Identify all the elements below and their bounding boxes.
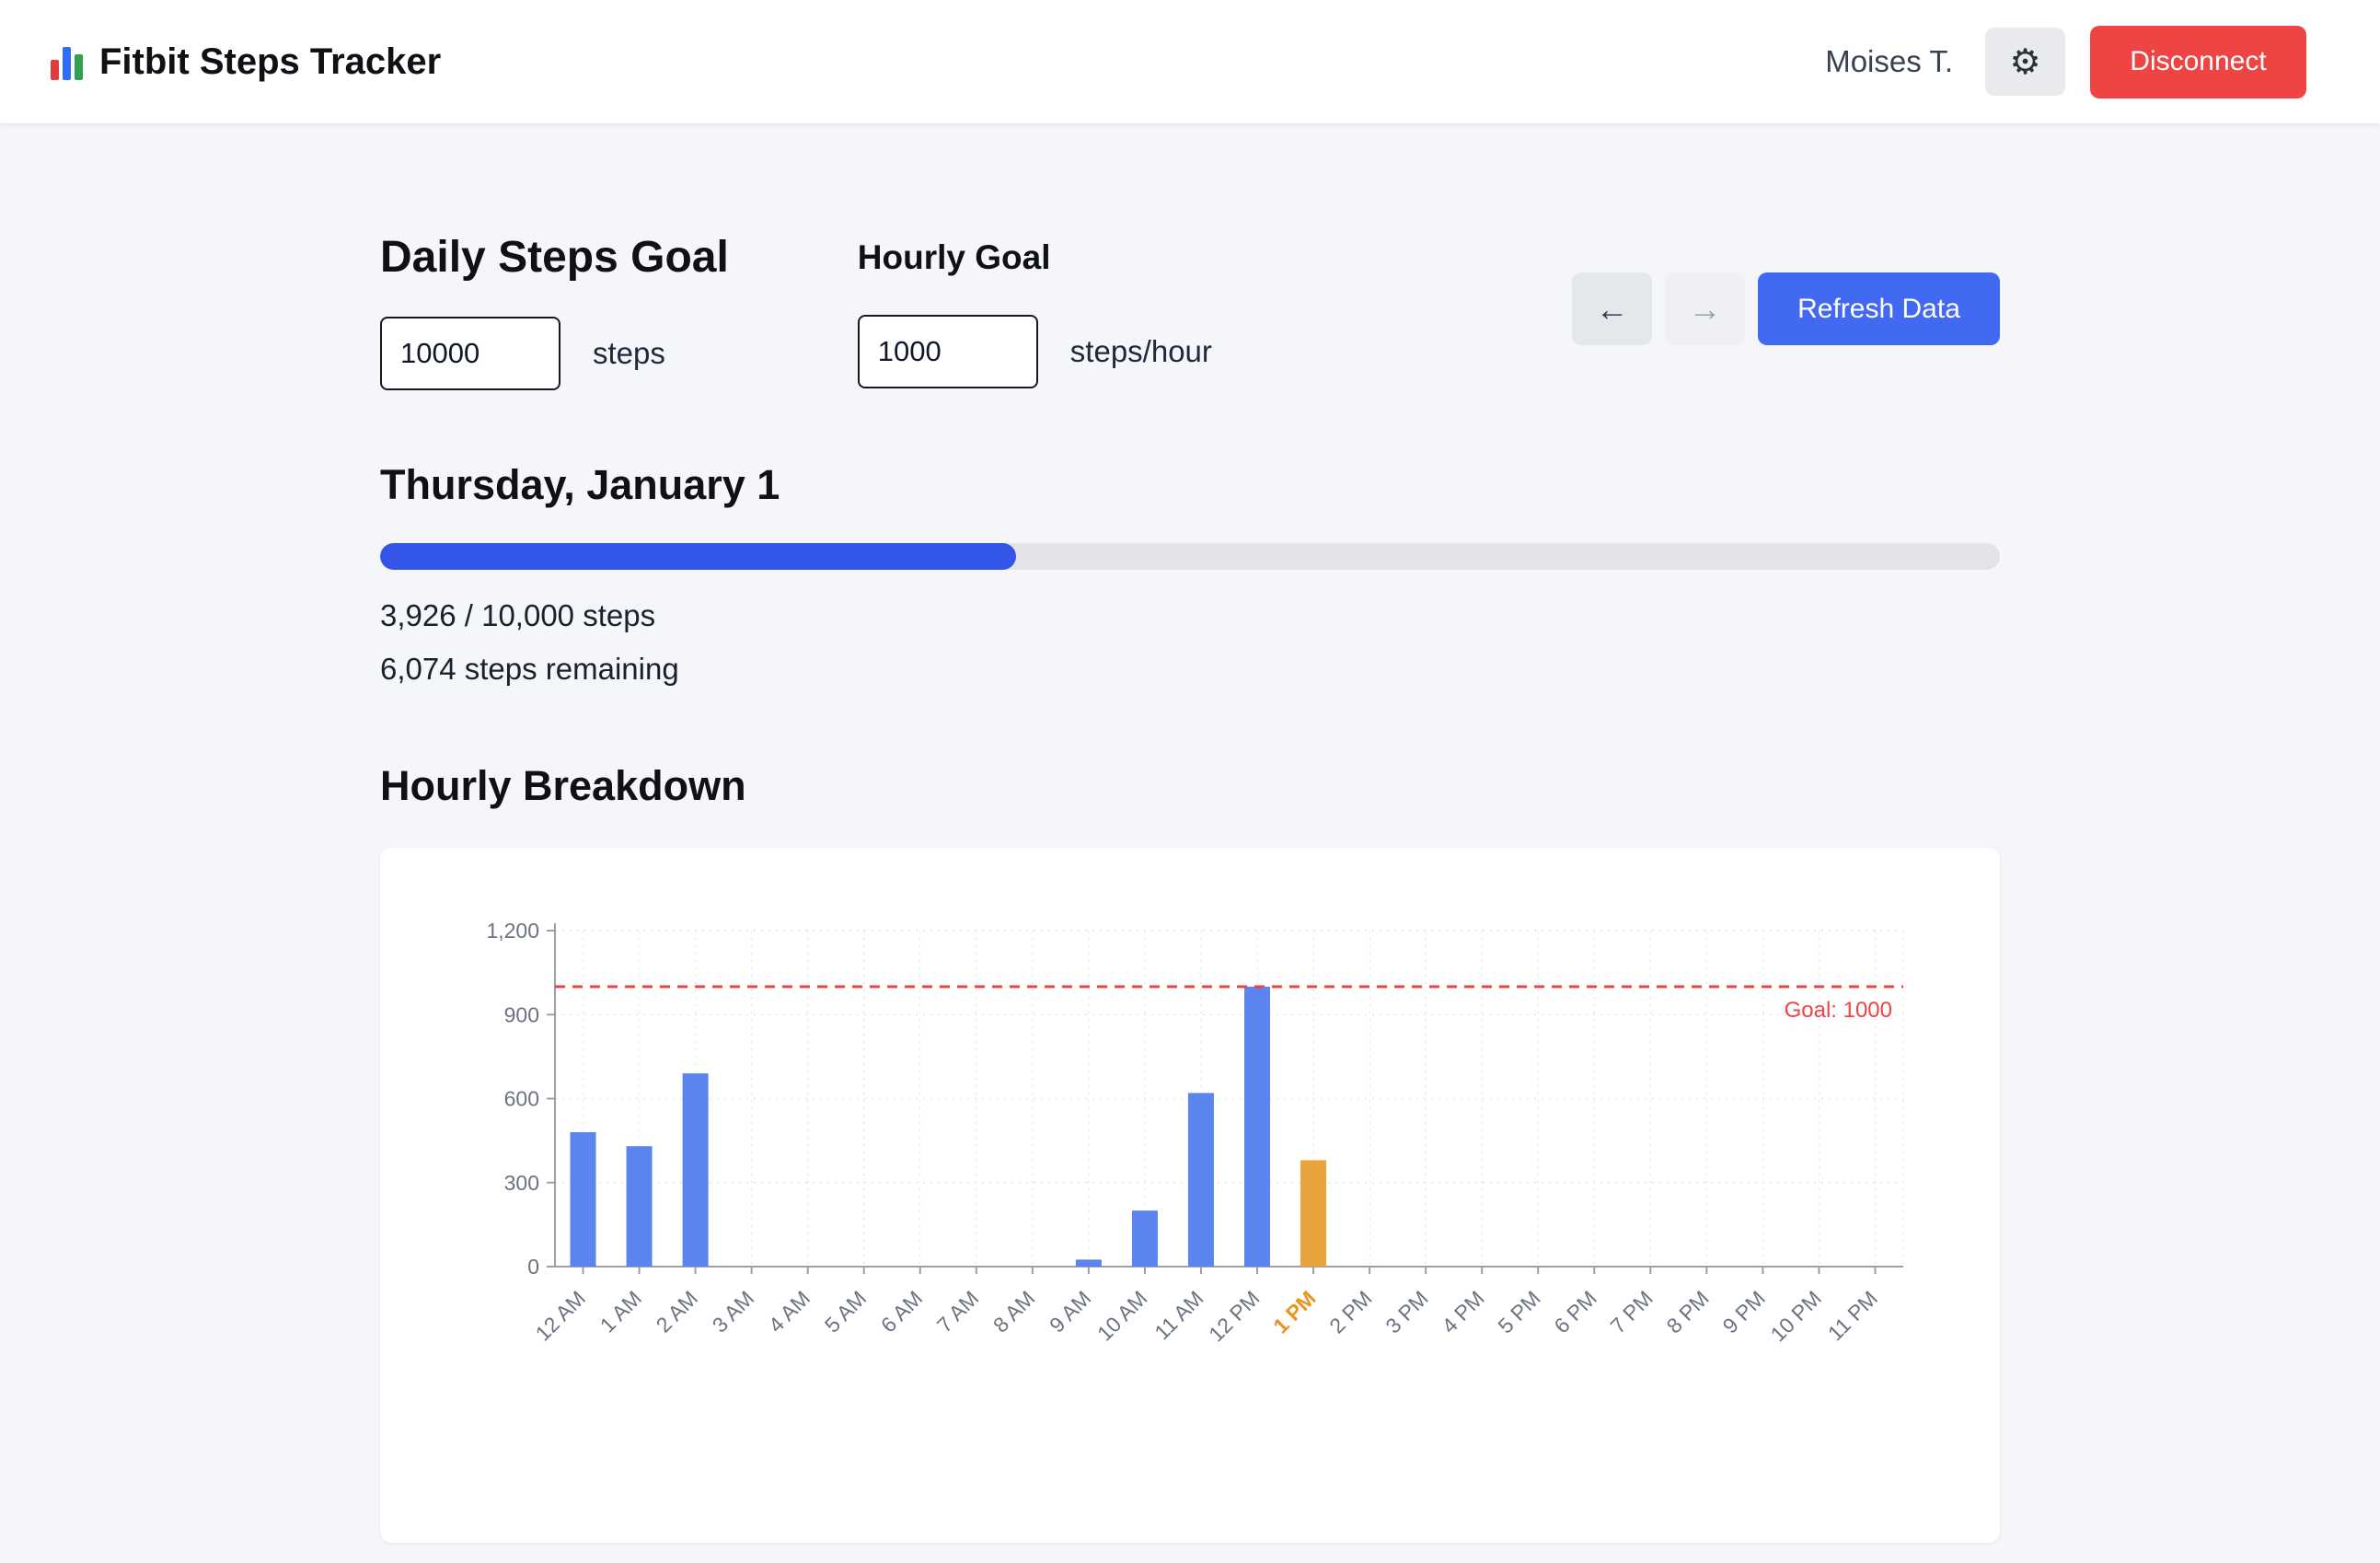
svg-text:4 AM: 4 AM	[764, 1286, 815, 1337]
navbar-right: Moises T. ⚙ Disconnect	[1825, 25, 2306, 98]
svg-text:9 PM: 9 PM	[1718, 1286, 1770, 1337]
hourly-steps-chart: 0 300 600 900 1,200 12 AM 1 AM 2 AM 3 AM 4 AM 5 AM…	[486, 919, 1904, 1347]
refresh-data-button[interactable]: Refresh Data	[1758, 272, 2000, 345]
chart-card: 0 300 600 900 1,200 12 AM 1 AM 2 AM 3 AM 4 AM 5 AM…	[380, 848, 2000, 1543]
navbar: Fitbit Steps Tracker Moises T. ⚙ Disconn…	[0, 0, 2380, 123]
daily-goal-unit: steps	[593, 336, 665, 370]
svg-text:1,200: 1,200	[486, 919, 539, 943]
svg-text:3 AM: 3 AM	[708, 1286, 758, 1337]
svg-text:300: 300	[504, 1171, 539, 1195]
svg-text:11 AM: 11 AM	[1150, 1286, 1207, 1344]
daily-goal-input[interactable]	[380, 317, 560, 390]
svg-text:3 PM: 3 PM	[1381, 1286, 1432, 1337]
remaining-text: 6,074 steps remaining	[380, 652, 679, 686]
daily-goal-group: Daily Steps Goal steps	[380, 232, 729, 390]
app-title: Fitbit Steps Tracker	[99, 41, 442, 82]
svg-text:11 PM: 11 PM	[1823, 1286, 1882, 1345]
daily-goal-heading: Daily Steps Goal	[380, 233, 729, 282]
main-content: Daily Steps Goal steps Hourly Goal steps…	[380, 123, 2000, 1543]
svg-text:Goal: 1000: Goal: 1000	[1785, 998, 1892, 1023]
disconnect-button[interactable]: Disconnect	[2090, 25, 2306, 98]
daily-progress-fill	[380, 543, 1016, 570]
progress-text: 3,926 / 10,000 steps	[380, 598, 656, 632]
svg-text:8 AM: 8 AM	[988, 1286, 1039, 1337]
gear-icon: ⚙	[2009, 42, 2041, 82]
svg-text:7 PM: 7 PM	[1606, 1286, 1658, 1337]
next-day-button[interactable]: →	[1665, 272, 1745, 345]
svg-text:600: 600	[504, 1087, 539, 1111]
hourly-goal-input[interactable]	[857, 315, 1038, 388]
svg-text:10 PM: 10 PM	[1766, 1286, 1826, 1346]
hourly-goal-heading: Hourly Goal	[857, 238, 1051, 276]
svg-text:7 AM: 7 AM	[932, 1286, 983, 1337]
hourly-goal-group: Hourly Goal steps/hour	[857, 232, 1212, 388]
daily-progress-bar	[380, 543, 2000, 570]
hourly-breakdown-title: Hourly Breakdown	[380, 762, 746, 809]
svg-text:8 PM: 8 PM	[1662, 1286, 1714, 1337]
svg-text:5 AM: 5 AM	[820, 1286, 871, 1337]
user-name: Moises T.	[1825, 44, 1953, 78]
day-navigation: ← → Refresh Data	[1572, 272, 2000, 345]
bar-chart-logo-icon	[51, 43, 83, 80]
svg-text:10 AM: 10 AM	[1092, 1286, 1152, 1346]
settings-button[interactable]: ⚙	[1985, 28, 2065, 96]
svg-text:2 AM: 2 AM	[652, 1286, 702, 1337]
goal-controls: Daily Steps Goal steps Hourly Goal steps…	[380, 232, 2000, 390]
svg-text:6 PM: 6 PM	[1549, 1286, 1600, 1337]
hourly-goal-unit: steps/hour	[1069, 334, 1212, 368]
previous-day-button[interactable]: ←	[1572, 272, 1652, 345]
svg-text:4 PM: 4 PM	[1437, 1286, 1488, 1337]
svg-text:12 PM: 12 PM	[1204, 1286, 1264, 1346]
svg-text:5 PM: 5 PM	[1493, 1286, 1544, 1337]
svg-text:900: 900	[504, 1002, 539, 1026]
svg-text:1 PM: 1 PM	[1268, 1286, 1320, 1337]
arrow-right-icon: →	[1688, 289, 1722, 328]
svg-text:1 AM: 1 AM	[595, 1286, 646, 1337]
day-title: Thursday, January 1	[380, 461, 780, 508]
svg-text:6 AM: 6 AM	[876, 1286, 927, 1337]
svg-text:2 PM: 2 PM	[1324, 1286, 1376, 1337]
arrow-left-icon: ←	[1595, 289, 1629, 328]
svg-text:9 AM: 9 AM	[1045, 1286, 1095, 1337]
brand: Fitbit Steps Tracker	[51, 41, 441, 83]
svg-text:0: 0	[527, 1255, 539, 1279]
svg-text:12 AM: 12 AM	[531, 1286, 591, 1346]
